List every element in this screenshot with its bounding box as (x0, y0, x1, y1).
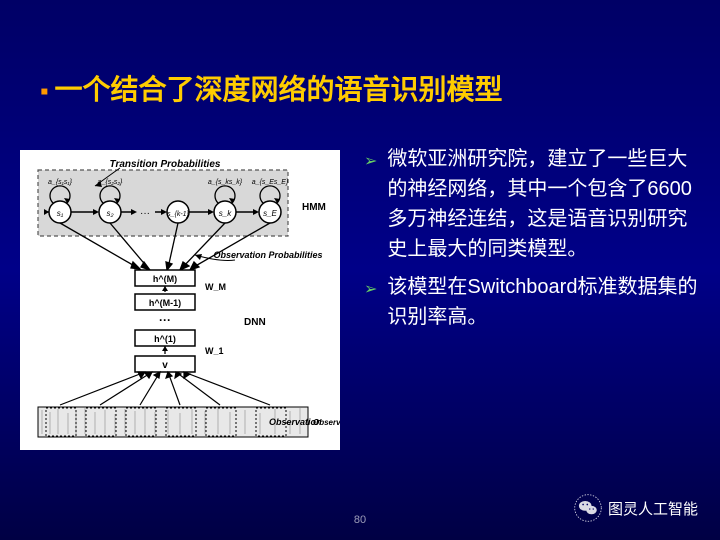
wechat-icon (574, 494, 602, 522)
svg-text:h^(1): h^(1) (154, 334, 176, 344)
title-bullet: ▪ (40, 78, 49, 105)
svg-text:s_E: s_E (263, 209, 277, 218)
footer-brand-text: 图灵人工智能 (608, 498, 698, 519)
diagram-hmm-dnn: Transition Probabilities HMM s₁ a_{s₁s₁}… (20, 150, 340, 450)
list-item: ➢ 微软亚洲研究院，建立了一些巨大的神经网络，其中一个包含了6600多万神经连结… (364, 144, 700, 264)
svg-text:a_{s_ks_k}: a_{s_ks_k} (208, 179, 243, 186)
bullet-text: 微软亚洲研究院，建立了一些巨大的神经网络，其中一个包含了6600多万神经连结，这… (387, 144, 700, 264)
footer-brand: 图灵人工智能 (574, 494, 698, 522)
svg-text:s₁: s₁ (57, 209, 64, 218)
bullet-marker-icon: ➢ (364, 278, 377, 302)
label-hmm: HMM (302, 202, 326, 213)
svg-text:W_M: W_M (205, 282, 226, 292)
svg-text:···: ··· (140, 208, 150, 219)
bullet-list: ➢ 微软亚洲研究院，建立了一些巨大的神经网络，其中一个包含了6600多万神经连结… (340, 140, 700, 450)
svg-text:Observation: Observation (313, 418, 340, 427)
page-number: 80 (354, 514, 366, 526)
bullet-text: 该模型在Switchboard标准数据集的识别率高。 (387, 272, 700, 332)
diagram-svg: Transition Probabilities HMM s₁ a_{s₁s₁}… (20, 150, 340, 450)
svg-text:a_{s₁s₁}: a_{s₁s₁} (48, 179, 73, 186)
svg-text:s_k: s_k (219, 209, 232, 218)
bullet-marker-icon: ➢ (364, 150, 377, 174)
content-area: Transition Probabilities HMM s₁ a_{s₁s₁}… (0, 140, 720, 450)
label-dnn: DNN (244, 317, 266, 328)
label-transition: Transition Probabilities (110, 159, 221, 170)
label-observation: Observation Probabilities (213, 250, 322, 260)
svg-text:a_{s₂s₂}: a_{s₂s₂} (98, 179, 123, 186)
list-item: ➢ 该模型在Switchboard标准数据集的识别率高。 (364, 272, 700, 332)
svg-text:v: v (162, 360, 168, 371)
svg-text:s_{k-1}: s_{k-1} (167, 211, 189, 218)
slide-title: ▪一个结合了深度网络的语音识别模型 (40, 68, 503, 108)
svg-text:···: ··· (159, 313, 171, 327)
svg-text:h^(M): h^(M) (153, 274, 177, 284)
title-text: 一个结合了深度网络的语音识别模型 (55, 74, 503, 105)
svg-text:s₂: s₂ (106, 209, 113, 218)
svg-text:a_{s_Es_E}: a_{s_Es_E} (252, 179, 289, 186)
svg-text:W_1: W_1 (205, 346, 224, 356)
svg-text:h^(M-1): h^(M-1) (149, 298, 181, 308)
